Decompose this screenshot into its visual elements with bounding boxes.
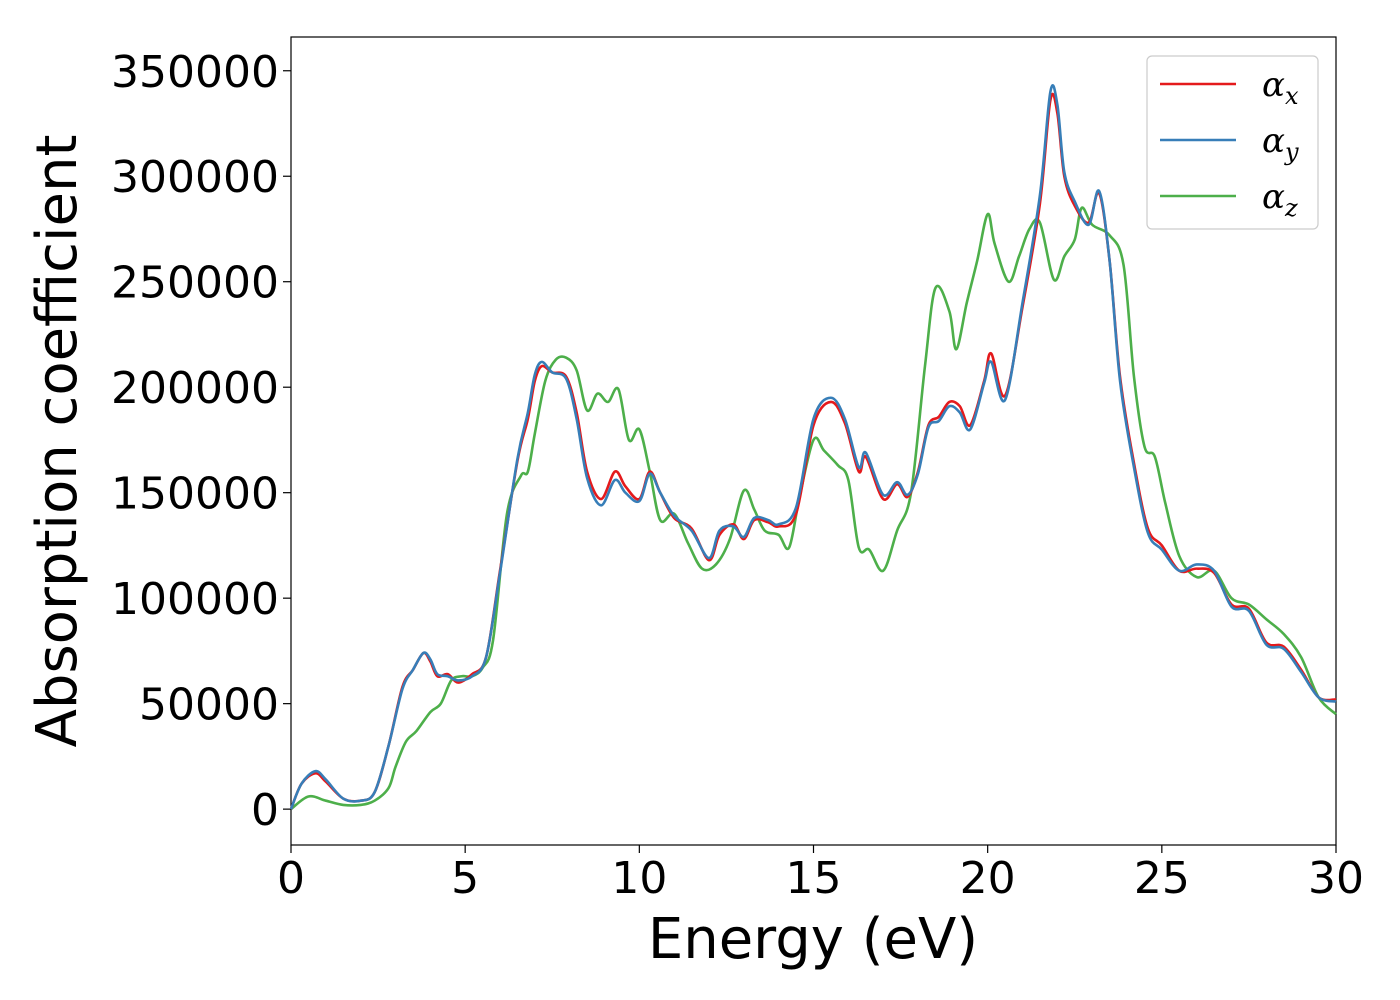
x-tick-label: 5	[451, 853, 479, 904]
series-line-y	[289, 84, 1337, 810]
y-tick-label: 350000	[111, 47, 279, 98]
y-tick-label: 250000	[111, 258, 279, 309]
x-tick-label: 25	[1134, 853, 1190, 904]
legend-label-x: αx	[1262, 65, 1299, 110]
legend-label-z: αz	[1262, 177, 1298, 222]
x-tick-label: 30	[1308, 853, 1364, 904]
x-tick-label: 20	[960, 853, 1016, 904]
legend-label-base: α	[1262, 65, 1285, 105]
y-tick-label: 200000	[111, 363, 279, 414]
legend-label-subscript: y	[1284, 138, 1299, 166]
y-tick-label: 50000	[139, 680, 279, 731]
y-tick-label: 150000	[111, 469, 279, 520]
x-tick-label: 15	[786, 853, 842, 904]
legend-label-base: α	[1262, 121, 1285, 161]
legend-label-subscript: x	[1285, 82, 1299, 110]
y-tick-label: 100000	[111, 574, 279, 625]
legend-label-y: αy	[1262, 121, 1299, 166]
y-axis-title: Absorption coefficient	[25, 135, 90, 748]
x-axis-title: Energy (eV)	[648, 907, 978, 972]
x-tick-label: 0	[277, 853, 305, 904]
series-lines	[289, 84, 1337, 811]
legend-label-subscript: z	[1284, 194, 1298, 222]
y-tick-label: 0	[251, 785, 279, 836]
legend-box	[1146, 55, 1319, 230]
axes-ticks: 0 5 10 15 20 25 30 0 50000 100000 150000 200000 2500…	[111, 47, 1364, 904]
y-tick-label: 300000	[111, 152, 279, 203]
x-tick-label: 10	[611, 853, 667, 904]
legend-label-base: α	[1262, 177, 1285, 217]
